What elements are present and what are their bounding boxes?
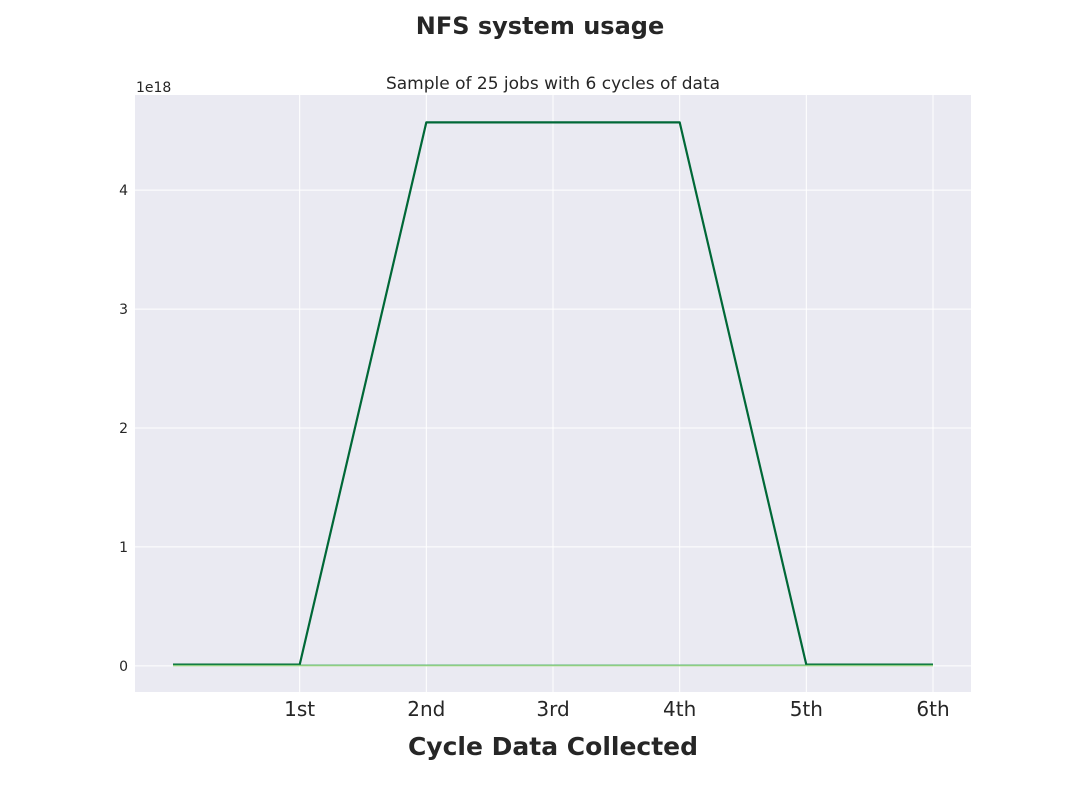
y-axis: 0 1 2 3 4 [119,183,128,675]
x-tick-label: 6th [916,697,949,721]
y-tick-label: 2 [119,421,128,437]
chart-title: NFS system usage [415,12,665,40]
x-tick-label: 2nd [407,697,445,721]
series-layer [173,121,933,667]
y-tick-label: 3 [119,302,128,318]
y-tick-label: 4 [119,183,128,199]
chart-subtitle: Sample of 25 jobs with 6 cycles of data [386,74,720,94]
x-tick-label: 1st [284,697,315,721]
y-tick-label: 1 [119,540,128,556]
x-tick-label: 4th [663,697,696,721]
x-axis-label: Cycle Data Collected [408,732,698,761]
x-tick-label: 5th [790,697,823,721]
series-line-1 [173,121,933,666]
x-tick-label: 3rd [536,697,569,721]
y-tick-label: 0 [119,659,128,675]
x-axis: 1st 2nd 3rd 4th 5th 6th [284,697,949,721]
y-offset-label: 1e18 [136,80,171,96]
